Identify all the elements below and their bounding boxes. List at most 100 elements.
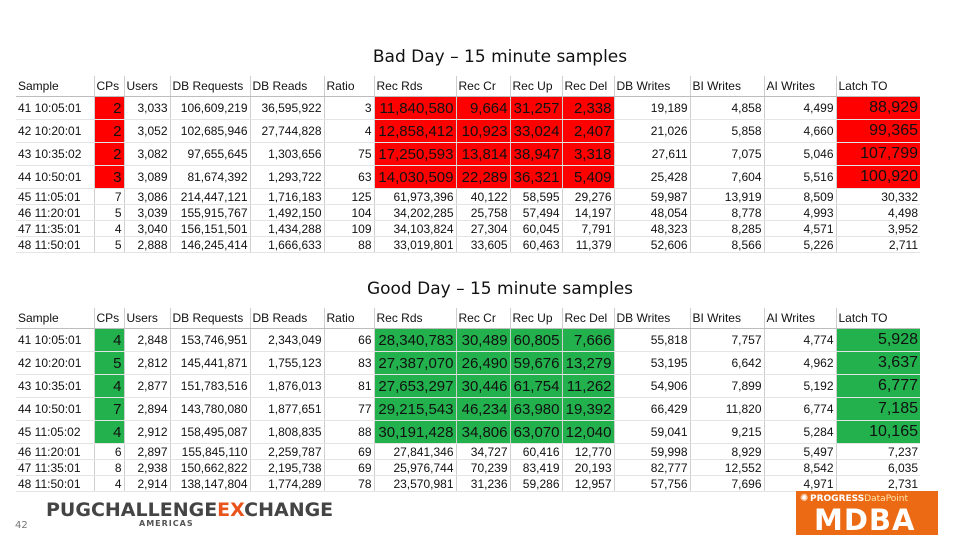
table-cell: 60,805 [509, 328, 562, 352]
table-cell: 2,894 [123, 397, 170, 421]
table-cell: 5 [93, 236, 124, 253]
table-cell: 151,783,516 [169, 374, 250, 398]
table-cell: 3 [323, 96, 374, 120]
column-header: DB Reads [249, 308, 324, 329]
table-cell: 2 [93, 142, 124, 166]
table-cell: 125 [323, 188, 374, 205]
table-row: 46 11:20:01 5 3,039 155,915,767 1,492,150 104… [16, 204, 920, 221]
table-cell: 1,808,835 [249, 420, 324, 444]
table-cell: 8,566 [689, 236, 764, 253]
table-cell: 60,045 [509, 220, 562, 237]
table-cell: 4,499 [763, 96, 836, 120]
column-header: CPs [93, 308, 124, 329]
column-header: Sample [16, 308, 94, 329]
column-header: CPs [93, 76, 124, 97]
table-cell: 2,711 [835, 236, 920, 253]
table-cell: 13,919 [689, 188, 764, 205]
table-row: 44 10:50:01 7 2,894 143,780,080 1,877,651 77 2… [16, 397, 920, 421]
table-cell: 1,434,288 [249, 220, 324, 237]
table-cell: 58,595 [509, 188, 562, 205]
table-cell: 63 [323, 165, 374, 189]
table-cell: 46 11:20:01 [16, 443, 94, 460]
column-header: BI Writes [689, 308, 764, 329]
table-cell: 14,030,509 [373, 165, 456, 189]
table-cell: 5,858 [689, 119, 764, 143]
table-cell: 4 [93, 475, 124, 492]
table-cell: 57,756 [613, 475, 690, 492]
table-cell: 34,103,824 [373, 220, 456, 237]
bad-day-table: Sample CPs Users DB Requests DB Reads Ratio Re… [16, 76, 920, 253]
table-cell: 8,285 [689, 220, 764, 237]
table-cell: 60,463 [509, 236, 562, 253]
table-cell: 2 [93, 119, 124, 143]
column-header: Rec Del [561, 76, 614, 97]
table-cell: 1,293,722 [249, 165, 324, 189]
table-cell: 146,245,414 [169, 236, 250, 253]
table-cell: 1,303,656 [249, 142, 324, 166]
table-cell: 33,605 [455, 236, 510, 253]
table-cell: 47 11:35:01 [16, 459, 94, 476]
table-cell: 29,215,543 [373, 397, 456, 421]
table-row: 41 10:05:01 4 2,848 153,746,951 2,343,049 66 2… [16, 328, 920, 352]
table-cell: 2,407 [561, 119, 614, 143]
table-cell: 145,441,871 [169, 351, 250, 375]
table-row: 46 11:20:01 6 2,897 155,845,110 2,259,787 69 2… [16, 443, 920, 460]
table-cell: 59,987 [613, 188, 690, 205]
table-cell: 43 10:35:01 [16, 374, 94, 398]
table-header-row: Sample CPs Users DB Requests DB Reads Ratio Re… [16, 76, 920, 97]
table-cell: 11,379 [561, 236, 614, 253]
table-cell: 12,552 [689, 459, 764, 476]
table-cell: 5,192 [763, 374, 836, 398]
table-row: 43 10:35:02 2 3,082 97,655,645 1,303,656 75 17… [16, 142, 920, 166]
table-cell: 54,906 [613, 374, 690, 398]
table-cell: 6,035 [835, 459, 920, 476]
table-cell: 104 [323, 204, 374, 221]
table-cell: 48,054 [613, 204, 690, 221]
logo-text-c: X [230, 499, 245, 521]
table-cell: 8,509 [763, 188, 836, 205]
table-row: 45 11:05:01 7 3,086 214,447,121 1,716,183 125… [16, 188, 920, 205]
page-number: 42 [15, 520, 28, 531]
table-cell: 30,489 [455, 328, 510, 352]
table-cell: 143,780,080 [169, 397, 250, 421]
table-cell: 158,495,087 [169, 420, 250, 444]
table-cell: 83,419 [509, 459, 562, 476]
table-cell: 30,191,428 [373, 420, 456, 444]
table-cell: 4,858 [689, 96, 764, 120]
table-cell: 21,026 [613, 119, 690, 143]
column-header: Rec Cr [455, 308, 510, 329]
table-cell: 81,674,392 [169, 165, 250, 189]
column-header: Ratio [323, 308, 374, 329]
table-cell: 8,929 [689, 443, 764, 460]
table-cell: 156,151,501 [169, 220, 250, 237]
table-cell: 7,075 [689, 142, 764, 166]
table-cell: 11,262 [561, 374, 614, 398]
table-cell: 11,840,580 [373, 96, 456, 120]
table-cell: 36,321 [509, 165, 562, 189]
table-cell: 4,660 [763, 119, 836, 143]
table-cell: 4,993 [763, 204, 836, 221]
table-cell: 27,841,346 [373, 443, 456, 460]
table-cell: 2,897 [123, 443, 170, 460]
table-cell: 4 [93, 420, 124, 444]
table-cell: 22,289 [455, 165, 510, 189]
table-cell: 46,234 [455, 397, 510, 421]
column-header: Latch TO [835, 308, 920, 329]
table-cell: 6 [93, 443, 124, 460]
table-cell: 30,332 [835, 188, 920, 205]
table-cell: 66 [323, 328, 374, 352]
table-cell: 55,818 [613, 328, 690, 352]
table-cell: 27,611 [613, 142, 690, 166]
table-cell: 7,185 [835, 397, 920, 421]
sponsor-line: PROGRESSDataPoint [810, 494, 909, 504]
table-cell: 155,915,767 [169, 204, 250, 221]
table-cell: 3,082 [123, 142, 170, 166]
table-cell: 12,770 [561, 443, 614, 460]
logo-text-a: PUGCHALLENGE [46, 499, 218, 521]
table-cell: 155,845,110 [169, 443, 250, 460]
table-cell: 12,957 [561, 475, 614, 492]
star-burst-icon: ✺ [800, 493, 809, 504]
table-cell: 1,755,123 [249, 351, 324, 375]
column-header: AI Writes [763, 76, 836, 97]
table-cell: 40,122 [455, 188, 510, 205]
